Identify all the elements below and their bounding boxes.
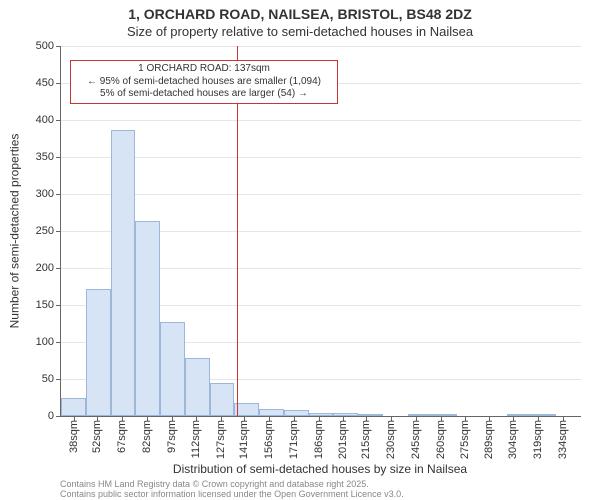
annotation-box: 1 ORCHARD ROAD: 137sqm ← 95% of semi-det… [70,60,338,104]
y-tick-label: 450 [24,77,54,89]
histogram-bar [160,322,185,416]
annotation-line-1: 1 ORCHARD ROAD: 137sqm [75,63,333,76]
x-tick-label: 67sqm [116,420,128,453]
histogram-bar [408,414,433,416]
x-tick-label: 319sqm [532,420,544,459]
x-tick-label: 82sqm [141,420,153,453]
y-tick-mark [56,268,61,269]
y-tick-label: 200 [24,262,54,274]
histogram-bar [432,414,457,416]
histogram-bar [135,221,160,416]
x-tick-label: 156sqm [263,420,275,459]
x-tick-label: 275sqm [459,420,471,459]
attribution: Contains HM Land Registry data © Crown c… [60,480,404,500]
chart-root: 1, ORCHARD ROAD, NAILSEA, BRISTOL, BS48 … [0,0,600,500]
x-tick-label: 260sqm [435,420,447,459]
subtitle: Size of property relative to semi-detach… [0,24,600,39]
histogram-bar [234,403,259,416]
histogram-bar [210,383,235,416]
y-tick-mark [56,342,61,343]
x-tick-label: 289sqm [483,420,495,459]
y-tick-mark [56,157,61,158]
x-tick-label: 38sqm [68,420,80,453]
histogram-bar [507,414,532,416]
y-grid-line [61,157,581,158]
y-tick-mark [56,46,61,47]
histogram-bar [358,414,383,416]
x-axis-label: Distribution of semi-detached houses by … [60,462,580,476]
y-axis-label-container: Number of semi-detached properties [6,46,22,416]
y-tick-mark [56,231,61,232]
y-tick-label: 100 [24,336,54,348]
x-tick-label: 97sqm [166,420,178,453]
y-tick-label: 300 [24,188,54,200]
histogram-bar [284,410,309,416]
histogram-bar [259,409,284,416]
annotation-line-3: 5% of semi-detached houses are larger (5… [75,88,333,101]
x-tick-label: 201sqm [337,420,349,459]
y-tick-label: 0 [24,410,54,422]
x-tick-label: 112sqm [190,420,202,458]
histogram-bar [531,414,556,416]
x-tick-label: 141sqm [238,420,250,459]
title-line-1: 1, ORCHARD ROAD, NAILSEA, BRISTOL, BS48 … [0,6,600,22]
y-tick-label: 500 [24,40,54,52]
x-tick-label: 52sqm [91,420,103,453]
histogram-bar [111,130,136,416]
x-tick-label: 171sqm [288,420,300,459]
x-tick-label: 215sqm [360,420,372,459]
y-grid-line [61,46,581,47]
y-tick-label: 150 [24,299,54,311]
x-tick-label: 230sqm [385,420,397,459]
y-tick-mark [56,305,61,306]
x-tick-label: 127sqm [215,420,227,459]
histogram-bar [185,358,210,416]
annotation-line-2: ← 95% of semi-detached houses are smalle… [75,76,333,89]
attribution-line-2: Contains public sector information licen… [60,490,404,500]
y-tick-mark [56,83,61,84]
histogram-bar [86,289,111,416]
y-tick-mark [56,416,61,417]
y-tick-label: 350 [24,151,54,163]
x-tick-label: 304sqm [507,420,519,459]
histogram-bar [309,413,334,416]
y-tick-label: 50 [24,373,54,385]
histogram-bar [333,413,358,416]
y-tick-mark [56,379,61,380]
y-tick-label: 250 [24,225,54,237]
y-grid-line [61,194,581,195]
histogram-bar [61,398,86,417]
y-tick-label: 400 [24,114,54,126]
y-axis-label: Number of semi-detached properties [7,134,21,329]
y-tick-mark [56,194,61,195]
y-grid-line [61,120,581,121]
x-tick-label: 334sqm [557,420,569,459]
x-tick-label: 245sqm [410,420,422,459]
y-tick-mark [56,120,61,121]
x-tick-label: 186sqm [313,420,325,459]
